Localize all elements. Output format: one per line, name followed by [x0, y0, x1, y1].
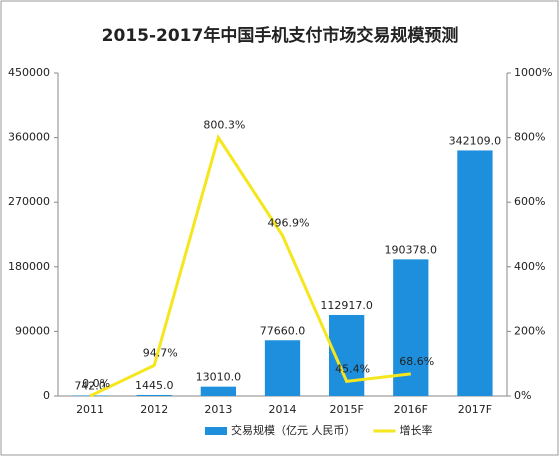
bar	[264, 340, 301, 396]
y2-tick-label: 600%	[514, 195, 545, 208]
bar	[200, 386, 236, 396]
legend-label: 增长率	[400, 423, 433, 437]
x-tick-label: 2016F	[394, 403, 428, 416]
line-value-label: 68.6%	[399, 355, 434, 368]
line-value-label: 496.9%	[268, 217, 310, 230]
bar-value-label: 112917.0	[320, 299, 373, 312]
y-tick-label: 360000	[8, 131, 50, 144]
bar	[393, 259, 429, 396]
line-value-label: 800.3%	[203, 119, 245, 132]
bar-value-label: 1445.0	[135, 379, 174, 392]
y-tick-label: 0	[43, 389, 50, 402]
x-tick-label: 2014	[269, 403, 297, 416]
line-value-label: 0.0%	[82, 377, 110, 390]
bar-value-label: 342109.0	[449, 134, 502, 147]
y-tick-label: 90000	[15, 324, 50, 337]
y2-tick-label: 0%	[514, 389, 531, 402]
y2-tick-label: 800%	[514, 131, 545, 144]
bar	[136, 394, 172, 396]
y-tick-label: 450000	[8, 66, 50, 79]
bar-value-label: 190378.0	[385, 243, 438, 256]
y2-tick-label: 400%	[514, 260, 545, 273]
x-tick-label: 2012	[140, 403, 168, 416]
legend-swatch	[205, 427, 227, 435]
y-tick-label: 180000	[8, 260, 50, 273]
y2-tick-label: 200%	[514, 324, 545, 337]
bar-value-label: 742.0	[74, 379, 106, 392]
bar-value-label: 13010.0	[196, 371, 242, 384]
line-value-label: 94.7%	[143, 346, 178, 359]
line-value-label: 45.4%	[335, 362, 370, 375]
y-tick-label: 270000	[8, 195, 50, 208]
bar-value-label: 77660.0	[260, 324, 306, 337]
chart-title: 2015-2017年中国手机支付市场交易规模预测	[102, 25, 459, 46]
growth-line	[89, 133, 411, 398]
y2-tick-label: 1000%	[514, 66, 552, 79]
x-tick-label: 2013	[204, 403, 232, 416]
x-tick-label: 2015F	[329, 403, 363, 416]
bar	[457, 150, 493, 396]
x-tick-label: 2011	[76, 403, 104, 416]
legend-label: 交易规模（亿元 人民币）	[231, 423, 356, 437]
x-tick-label: 2017F	[458, 403, 492, 416]
